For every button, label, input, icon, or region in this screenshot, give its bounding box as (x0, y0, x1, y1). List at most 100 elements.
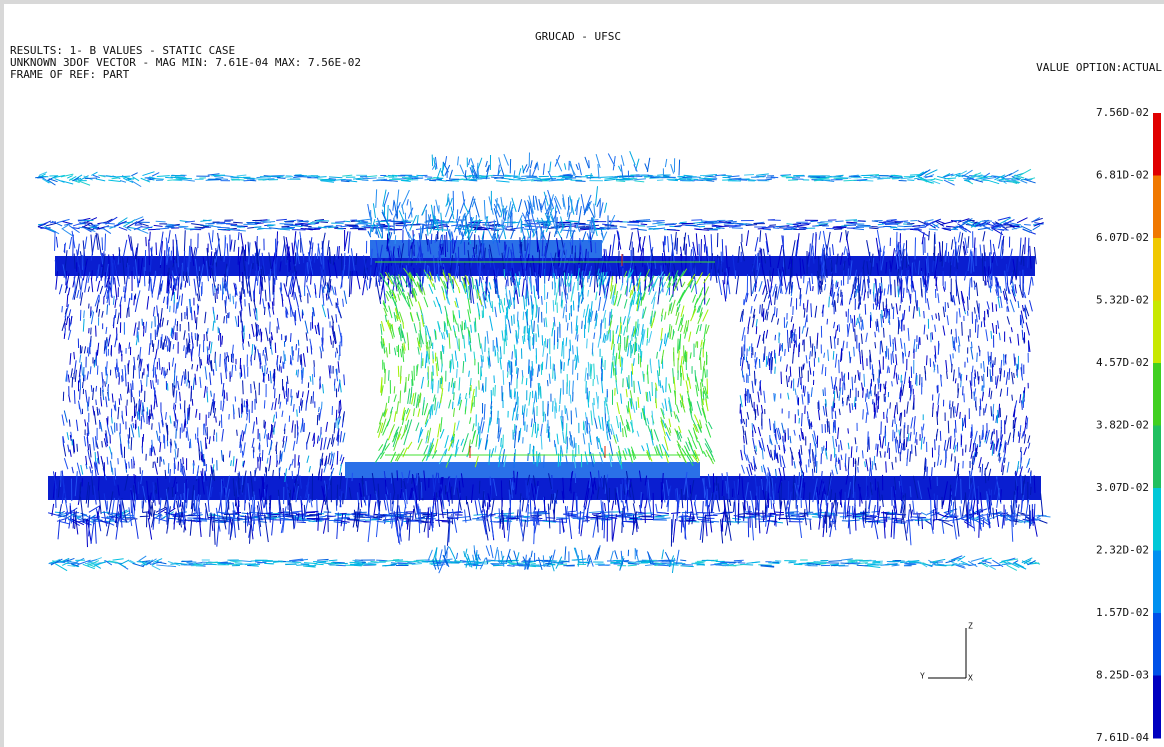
vector (956, 174, 970, 177)
vector (525, 166, 530, 173)
vector (542, 163, 545, 176)
vector (128, 234, 132, 251)
vector (949, 261, 952, 278)
vector (170, 176, 182, 179)
vector (146, 480, 150, 508)
vector (526, 228, 531, 239)
vector (391, 513, 395, 529)
vector (64, 223, 73, 226)
vector (704, 175, 717, 178)
vector (665, 479, 670, 496)
vector (533, 518, 536, 545)
vector (291, 420, 294, 433)
vector (1005, 179, 1018, 185)
vector (458, 480, 462, 501)
vector (382, 276, 386, 304)
vector (206, 247, 210, 270)
vector (259, 456, 262, 471)
vector (797, 477, 802, 494)
vector (954, 476, 959, 497)
vector (385, 486, 389, 495)
vector (300, 354, 303, 366)
vector (156, 561, 167, 565)
vector (552, 210, 558, 223)
vector (71, 230, 76, 249)
vector (84, 236, 88, 249)
vector (153, 446, 156, 456)
vector (1009, 272, 1013, 285)
vector (683, 237, 686, 255)
vector (72, 221, 87, 227)
vector (710, 520, 720, 523)
vector (456, 209, 459, 221)
vector (834, 502, 839, 527)
vector (52, 471, 57, 499)
vector (518, 515, 524, 538)
vector (152, 481, 156, 506)
vector (148, 278, 151, 291)
vector (479, 177, 491, 180)
vector (448, 515, 451, 543)
vector (508, 489, 511, 508)
vector (237, 563, 251, 565)
vector (579, 242, 581, 264)
vector (1004, 270, 1008, 292)
vector (175, 500, 183, 528)
vector (986, 515, 991, 529)
vector (462, 229, 475, 231)
vector (936, 495, 938, 519)
vector (995, 509, 1000, 528)
vector (912, 500, 915, 515)
vector (132, 562, 145, 568)
vector (261, 449, 264, 462)
vector (993, 512, 1003, 515)
vector (383, 263, 386, 280)
vector (448, 197, 451, 206)
vector (807, 562, 821, 566)
vector (531, 483, 537, 510)
vector (222, 401, 225, 412)
vector (336, 512, 339, 540)
vector (695, 233, 699, 256)
vector (933, 234, 936, 258)
vector (970, 220, 982, 228)
vector (723, 500, 726, 522)
vector (663, 175, 670, 177)
vector (176, 273, 180, 300)
vector (975, 221, 987, 227)
vector (558, 223, 569, 225)
vector (497, 559, 511, 562)
vector (133, 322, 137, 336)
vector (176, 244, 179, 268)
vector (202, 225, 210, 228)
vector (783, 228, 796, 231)
vector (442, 558, 453, 561)
vector (481, 271, 484, 281)
vector (593, 514, 603, 517)
vector (186, 267, 191, 286)
vector (513, 470, 515, 483)
vector (992, 559, 1004, 568)
vector (945, 225, 956, 228)
vector (194, 226, 205, 229)
vector (335, 221, 345, 223)
vector (985, 563, 997, 570)
vector (117, 217, 128, 225)
vector (120, 559, 130, 565)
vector (734, 520, 748, 523)
vector (285, 306, 288, 319)
vector (854, 277, 857, 289)
vector (106, 512, 114, 516)
vector (578, 519, 581, 529)
vector (364, 514, 375, 517)
vector (1020, 514, 1030, 516)
vector (262, 477, 265, 498)
vector (189, 228, 204, 231)
vector (963, 177, 971, 180)
vector (244, 423, 248, 435)
vector (943, 511, 950, 515)
vector (506, 515, 509, 531)
vector (130, 489, 136, 511)
vector (449, 197, 453, 206)
vector (373, 261, 378, 278)
